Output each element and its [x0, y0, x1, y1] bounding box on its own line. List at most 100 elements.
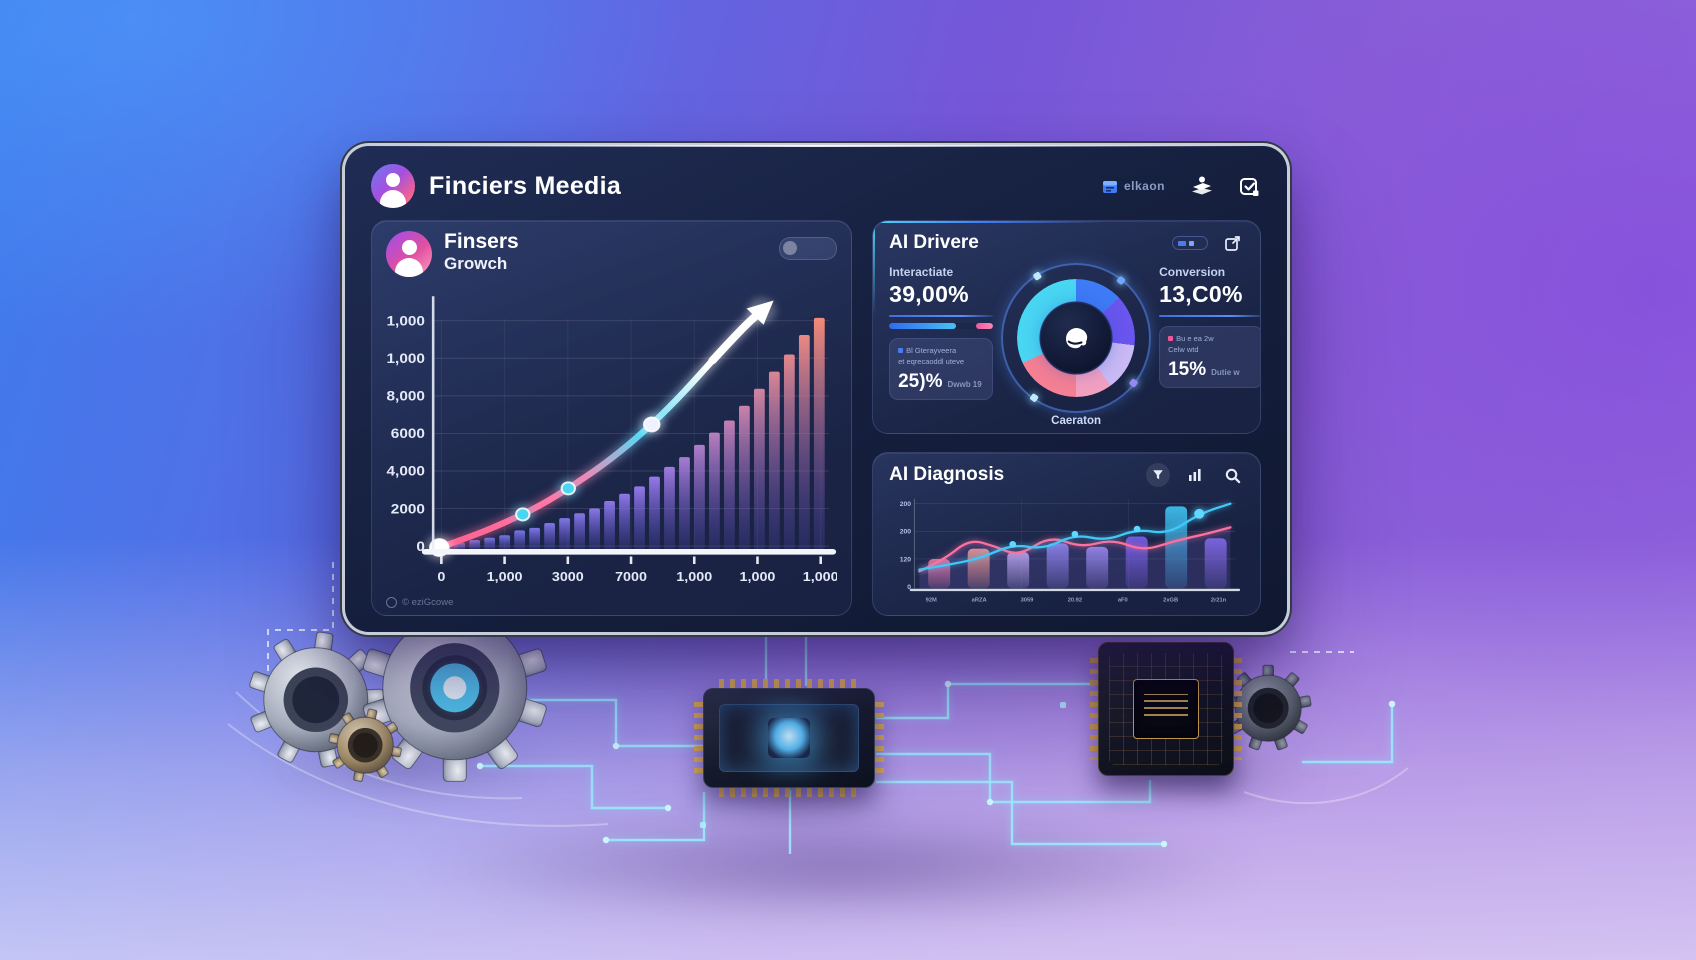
- svg-text:2xGB: 2xGB: [1163, 597, 1178, 603]
- svg-text:8,000: 8,000: [387, 389, 425, 404]
- cpu-body: [703, 688, 875, 788]
- divider: [889, 315, 994, 317]
- badge-label: elkaon: [1123, 179, 1165, 193]
- growth-avatar[interactable]: [386, 231, 432, 277]
- interact-value: 39,00%: [889, 281, 969, 307]
- cpu-chip: [694, 679, 884, 797]
- header-actions: elkaon: [1102, 174, 1261, 198]
- mini-toggle-pill[interactable]: [1172, 236, 1208, 250]
- sub-line-text: Celw wtd: [1168, 345, 1199, 355]
- user-avatar[interactable]: [371, 164, 415, 208]
- funnel-icon[interactable]: [1146, 463, 1170, 487]
- svg-text:6000: 6000: [391, 427, 425, 442]
- donut-caption: Caeraton: [1051, 415, 1102, 427]
- sub-value: 15%: [1168, 358, 1207, 380]
- svg-text:aRZA: aRZA: [972, 597, 987, 603]
- dashboard-body: Finsers Growch 1,000 1,000 8,000 6000 4,000 2…: [371, 220, 1261, 616]
- cpu-pins-right: [873, 702, 884, 774]
- pcb-pins-right: [1232, 658, 1242, 760]
- growth-panel-header: Finsers Growch: [386, 230, 838, 285]
- ai-drivers-panel: AI Drivere: [872, 220, 1261, 434]
- search-icon[interactable]: [1220, 463, 1244, 487]
- donut-center-icon: [1066, 328, 1088, 349]
- interact-sub-card: Bl Gterayveera et eqrecaoddl uteve 25)% …: [889, 338, 994, 400]
- svg-text:7000: 7000: [615, 569, 647, 583]
- svg-text:0: 0: [437, 569, 445, 583]
- cpu-pins-top: [719, 679, 859, 690]
- stack-icon[interactable]: [1189, 174, 1213, 198]
- drivers-content: Interactiate 39,00% Bl Gterayveera et eq…: [889, 259, 1261, 427]
- growth-chart: 1,000 1,000 8,000 6000 4,000 2000 0 0 1,000 3000 7…: [387, 296, 837, 584]
- growth-toggle[interactable]: [779, 237, 838, 260]
- avatar-body: [395, 258, 423, 277]
- gear-medium-icon: [249, 631, 385, 768]
- growth-title: Finsers: [444, 230, 519, 253]
- svg-text:2000: 2000: [391, 502, 425, 517]
- svg-text:1,000: 1,000: [740, 569, 776, 583]
- sub-line-text: Bu e ea 2w: [1176, 334, 1214, 343]
- svg-text:3000: 3000: [552, 569, 584, 583]
- dashboard-header: Finciers Meedia elkaon: [371, 160, 1261, 212]
- avatar-head: [402, 240, 417, 255]
- svg-text:20.92: 20.92: [1068, 597, 1082, 603]
- svg-text:0: 0: [416, 539, 425, 554]
- growth-panel: Finsers Growch 1,000 1,000 8,000 6000 4,000 2…: [371, 220, 853, 616]
- avatar-body: [380, 190, 406, 208]
- cpu-inner-bezel: [719, 704, 859, 772]
- status-badge[interactable]: elkaon: [1102, 178, 1165, 194]
- progress-tip: [976, 323, 994, 329]
- circuit-board-chip: [1090, 642, 1242, 776]
- growth-footer-text: © eziGcowe: [402, 596, 454, 608]
- interact-label: Interactiate: [889, 265, 954, 279]
- growth-subtitle: Growch: [444, 254, 508, 274]
- gear-small-icon: [328, 708, 402, 782]
- growth-titles: Finsers Growch: [444, 230, 519, 274]
- check-square-icon[interactable]: [1237, 174, 1261, 198]
- drivers-donut-column: Caeraton: [1001, 259, 1152, 427]
- donut-center: [1041, 303, 1112, 373]
- svg-text:200: 200: [900, 529, 912, 536]
- sub-suffix: Dutie w: [1211, 367, 1240, 377]
- diagnosis-title: AI Diagnosis: [889, 464, 1005, 485]
- diagnosis-header-actions: [1146, 463, 1244, 487]
- toggle-knob: [783, 240, 798, 255]
- stats-icon[interactable]: [1183, 463, 1207, 487]
- drivers-header: AI Drivere: [889, 231, 1244, 255]
- ai-diagnosis-panel: AI Diagnosis: [872, 452, 1261, 616]
- diagnosis-chart: 200 200 120 0 92M aRZA 3059 20.92 aF0 2xGB 2r21n: [900, 498, 1241, 603]
- conversion-value: 13,C0%: [1159, 281, 1243, 307]
- svg-text:0: 0: [907, 584, 911, 591]
- svg-text:92M: 92M: [926, 597, 937, 603]
- svg-text:4,000: 4,000: [387, 464, 425, 479]
- cpu-pins-bottom: [719, 786, 859, 797]
- svg-text:1,000: 1,000: [676, 569, 712, 583]
- blue-bullet-icon: [898, 348, 904, 354]
- conversion-label: Conversion: [1159, 265, 1226, 279]
- app-title: Finciers Meedia: [429, 171, 622, 200]
- drivers-title: AI Drivere: [889, 232, 979, 253]
- svg-text:1,000: 1,000: [487, 569, 523, 583]
- dashboard-window: Finciers Meedia elkaon: [345, 145, 1287, 632]
- diagnosis-header: AI Diagnosis: [889, 463, 1244, 487]
- cpu-glowing-core: [768, 718, 810, 758]
- donut-chart[interactable]: [1001, 263, 1152, 413]
- sub-value: 25)%: [898, 370, 943, 392]
- svg-text:200: 200: [900, 501, 912, 508]
- conversion-sub-card: Bu e ea 2w Celw wtd 15% Dutie w: [1159, 326, 1261, 388]
- growth-footer: © eziGcowe: [386, 595, 837, 609]
- pcb-body: [1098, 642, 1234, 776]
- sub-suffix: Dwwb 19: [947, 379, 982, 389]
- svg-text:120: 120: [900, 557, 912, 564]
- edit-expand-icon[interactable]: [1220, 231, 1244, 255]
- sub-line-text: et eqrecaoddl uteve: [898, 357, 964, 367]
- gear-large-icon: [363, 593, 547, 783]
- interact-progress[interactable]: [889, 323, 994, 329]
- svg-text:2r21n: 2r21n: [1211, 597, 1227, 603]
- drivers-header-actions: [1172, 231, 1244, 255]
- pink-bullet-icon: [1168, 336, 1174, 342]
- pcb-die: [1133, 679, 1199, 739]
- cpu-pins-left: [694, 702, 705, 774]
- donut-orbit-ring: [1001, 263, 1152, 413]
